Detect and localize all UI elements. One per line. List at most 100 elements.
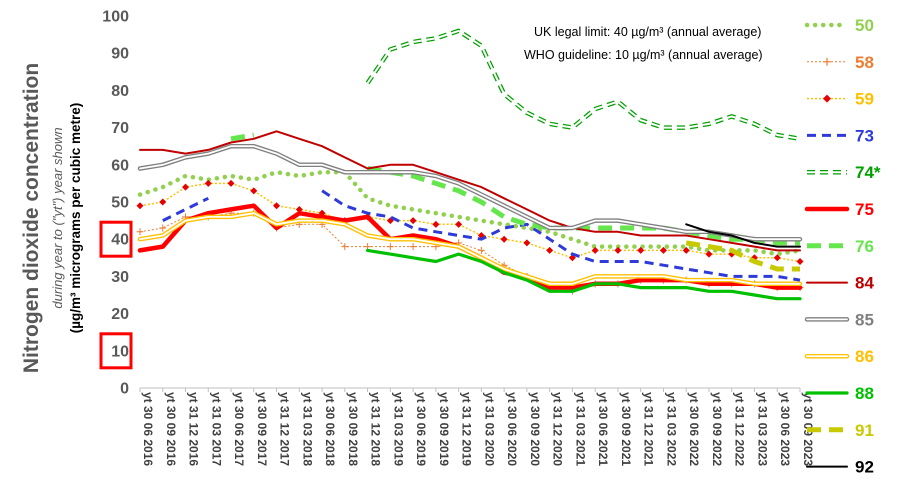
series-path [139,130,801,252]
legend-marker [823,57,831,66]
x-tick-label: yt 31 03 2018 [300,392,314,466]
x-tick-label: yt 31 12 2017 [278,392,292,466]
x-tick-label: yt 30 09 2021 [619,392,633,466]
series-point [500,235,508,243]
x-tick-label: yt 30 06 2020 [505,392,519,466]
series-92-line [685,223,801,248]
x-tick-label: yt 31 03 2017 [209,392,223,466]
series-73-line [162,189,801,282]
series-point [546,246,554,254]
series-point [682,246,690,254]
legend-marker [823,94,831,103]
y-tick-label: 90 [111,46,129,63]
series-point [159,224,167,232]
legend-label: 50 [855,16,874,35]
x-tick-label: yt 30 09 2019 [437,392,451,466]
highlight-box [99,332,133,370]
series-point [523,239,531,247]
legend-item-50: 50 [804,16,874,35]
y-axis-title: Nitrogen dioxide concentration during ye… [20,63,83,373]
x-tick-label: yt 30 06 2019 [414,392,428,466]
series-path [137,143,803,242]
series-point [614,246,622,254]
series-85-line [137,143,803,242]
annotation-uk-limit: UK legal limit: 40 µg/m³ (annual average… [534,25,761,39]
series-path [321,189,801,282]
series-point [136,202,144,210]
series-path [366,248,802,301]
legend-label: 59 [855,90,874,109]
x-tick-label: yt 31 12 2018 [369,392,383,466]
legend-label: 76 [855,237,874,256]
y-tick-label: 20 [111,306,129,323]
series-path [366,29,801,140]
series-point [637,246,645,254]
series-point [409,243,417,251]
y-tick-label: 100 [102,9,129,26]
series-path [139,145,801,241]
y-tick-label: 70 [111,120,129,137]
legend-label: 86 [855,347,874,366]
series-point [204,179,212,187]
y-axis-title-main: Nitrogen dioxide concentration [20,63,43,373]
y-tick-label: 0 [120,381,129,398]
x-tick-label: yt 30 06 2016 [141,392,155,466]
highlight-box [99,220,133,258]
series-point [182,183,190,191]
x-tick-label: yt 30 06 2022 [687,392,701,466]
series-86-line [137,210,803,287]
y-tick-labels: 0 10 20 30 40 50 60 70 80 90 100 [99,9,133,398]
legend: 50 58 59 73 74* 75 76 84 85 86 88 91 92 [804,16,881,477]
x-tick-label: yt 31 12 2016 [187,392,201,466]
series-path [137,169,803,257]
series-point [568,254,576,262]
series-path [367,166,800,246]
series-point [659,246,667,254]
series-point [273,202,281,210]
series-91-line [685,240,800,272]
legend-item-92: 92 [806,458,874,477]
legend-label: 91 [855,421,874,440]
legend-item-74: 74* [807,163,881,182]
x-tick-label: yt 31 12 2022 [733,392,747,466]
series-point [341,243,349,251]
annotations: UK legal limit: 40 µg/m³ (annual average… [524,25,763,62]
y-axis-title-sub: during year to ("yt") year shown [50,127,65,308]
x-tick-label: yt 31 03 2019 [391,392,405,466]
series-50-line [137,169,803,257]
series-path [139,182,801,263]
x-tick-label: yt 31 03 2021 [573,392,587,466]
x-tick-label: yt 30 09 2022 [710,392,724,466]
x-tick-label: yt 31 03 2023 [755,392,769,466]
legend-item-58: 58 [807,53,874,72]
legend-item-88: 88 [805,384,874,403]
legend-label: 75 [855,200,874,219]
series-point [591,246,599,254]
series-point [773,254,781,262]
legend-item-73: 73 [807,126,874,145]
x-tick-label: yt 30 06 2023 [778,392,792,466]
legend-item-86: 86 [804,347,874,366]
legend-item-76: 76 [807,237,874,256]
series-path [139,212,801,285]
y-tick-label: 50 [111,195,129,212]
series-point [477,246,485,254]
series-point [409,217,417,225]
series-lines [136,28,804,301]
series-point [250,187,258,195]
series-point [386,243,394,251]
x-tick-label: yt 31 03 2020 [482,392,496,466]
annotation-who-guideline: WHO guideline: 10 µg/m³ (annual average) [524,48,763,62]
legend-label: 58 [855,53,874,72]
legend-label: 85 [855,310,874,329]
legend-label: 74* [855,163,881,182]
legend-label: 92 [855,458,874,477]
x-tick-label: yt 31 12 2019 [460,392,474,466]
series-path [685,223,801,248]
legend-label: 88 [855,384,874,403]
series-path [162,196,209,222]
series-59-line [136,179,804,266]
x-tick-label: yt 30 09 2018 [346,392,360,466]
legend-item-85: 85 [804,310,874,329]
